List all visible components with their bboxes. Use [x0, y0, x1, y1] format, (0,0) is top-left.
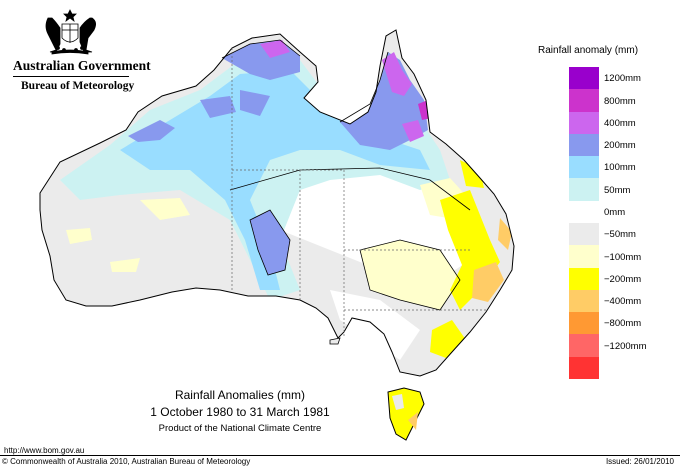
- legend-label: 400mm: [604, 117, 636, 129]
- legend-label: 50mm: [604, 184, 631, 196]
- map-title: Rainfall Anomalies (mm): [174, 388, 306, 402]
- legend-label: −50mm: [604, 229, 636, 241]
- legend-label: 0mm: [604, 207, 626, 218]
- legend-swatch: [569, 178, 599, 202]
- legend-label: 200mm: [604, 140, 636, 152]
- legend-swatch: [569, 200, 599, 224]
- legend-label: −200mm: [604, 273, 642, 285]
- legend-swatch: [569, 156, 599, 179]
- government-name: Australian Government: [13, 58, 151, 73]
- map-product-credit: Product of the National Climate Centre: [158, 423, 322, 434]
- legend-swatch: [569, 267, 599, 291]
- map-period: 1 October 1980 to 31 March 1981: [150, 405, 330, 419]
- legend-label: −400mm: [604, 296, 642, 308]
- header-divider: [13, 76, 129, 77]
- legend-color-bar: [569, 67, 599, 379]
- legend-swatch: [569, 356, 599, 379]
- coat-of-arms-emblem: [45, 9, 96, 55]
- legend-swatch: [569, 312, 599, 335]
- legend-label: 800mm: [604, 95, 636, 107]
- legend-title: Rainfall anomaly (mm): [538, 45, 639, 56]
- legend-swatch: [569, 334, 599, 358]
- legend-label: −100mm: [604, 251, 642, 263]
- legend-swatch: [569, 223, 599, 246]
- legend-label: −800mm: [604, 318, 642, 330]
- legend-swatch: [569, 133, 599, 157]
- legend-swatch: [569, 289, 599, 313]
- website-url[interactable]: http://www.bom.gov.au: [4, 446, 85, 455]
- agency-name: Bureau of Meteorology: [21, 80, 135, 92]
- footer-divider: [0, 455, 680, 456]
- legend-swatch: [569, 89, 599, 113]
- legend-swatch: [569, 67, 599, 90]
- issued-date: Issued: 26/01/2010: [605, 457, 674, 466]
- legend-label: 100mm: [604, 162, 636, 174]
- legend-label: −1200mm: [604, 340, 647, 352]
- legend-label: 1200mm: [604, 73, 641, 85]
- copyright-notice: © Commonwealth of Australia 2010, Austra…: [2, 457, 251, 466]
- legend-swatch: [569, 245, 599, 269]
- legend-swatch: [569, 111, 599, 135]
